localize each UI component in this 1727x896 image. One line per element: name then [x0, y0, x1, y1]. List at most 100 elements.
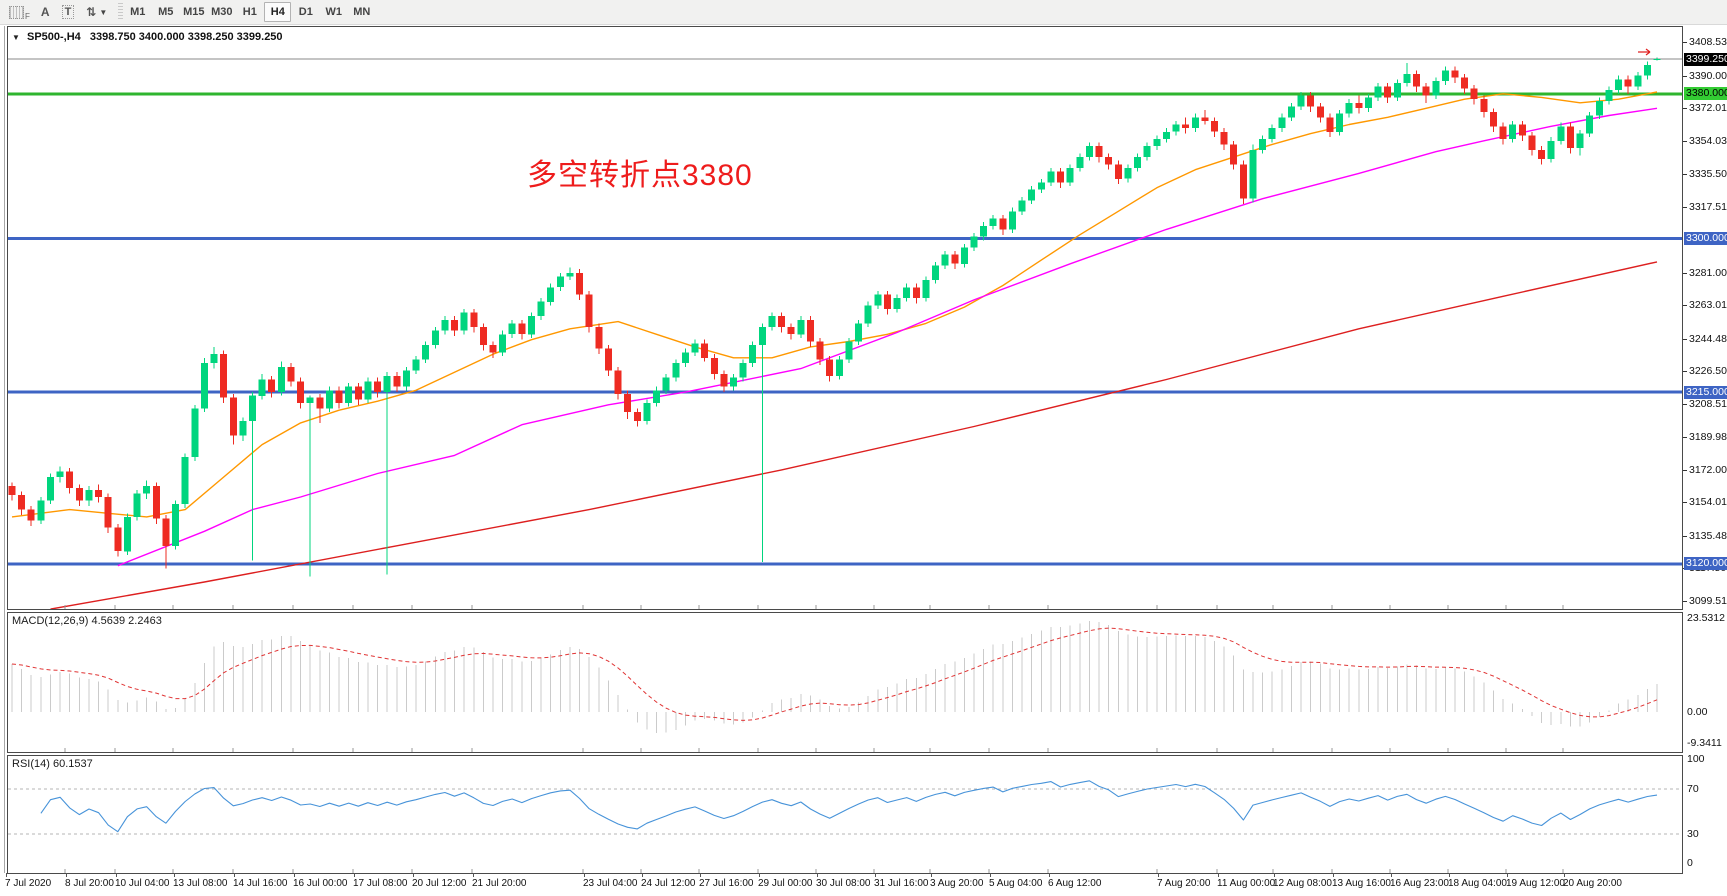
date-tick [174, 873, 175, 877]
timeframe-H4[interactable]: H4 [264, 2, 292, 22]
candlestick-chart[interactable] [8, 27, 1682, 609]
date-axis-label: 20 Aug 20:00 [1563, 878, 1622, 889]
indicator-axis-label: 30 [1687, 828, 1699, 840]
current-price-box: 3399.250 [1684, 53, 1727, 66]
date-axis-label: 12 Aug 08:00 [1273, 878, 1332, 889]
main-chart-panel[interactable] [7, 26, 1683, 610]
rsi-chart[interactable] [8, 756, 1682, 873]
text-label-button[interactable]: A [40, 5, 50, 19]
date-axis-label: 16 Aug 23:00 [1390, 878, 1449, 889]
toolbar: F A T ⇅ ▼ M1 M5 M15 M30 H1 H4 D1 W1 MN [0, 0, 1727, 25]
macd-indicator-label: MACD(12,26,9) 4.5639 2.2463 [12, 615, 162, 627]
price-axis-label: 3335.500 [1689, 168, 1727, 180]
date-tick [294, 873, 295, 877]
date-axis-label: 23 Jul 04:00 [583, 878, 638, 889]
timeframe-M5[interactable]: M5 [158, 6, 174, 18]
date-axis-label: 10 Jul 04:00 [115, 878, 170, 889]
macd-chart[interactable] [8, 613, 1682, 752]
price-axis-label: 3244.485 [1689, 333, 1727, 345]
price-axis-label: 3208.515 [1689, 398, 1727, 410]
price-axis-label: 3317.515 [1689, 201, 1727, 213]
chart-window-edge [4, 26, 5, 873]
timeframe-M1[interactable]: M1 [130, 6, 146, 18]
price-axis-label: 3354.030 [1689, 135, 1727, 147]
macd-panel[interactable] [7, 612, 1683, 753]
price-tick [1683, 141, 1687, 142]
symbol-dropdown-icon[interactable]: ▼ [12, 33, 20, 42]
timeframe-M30[interactable]: M30 [211, 6, 233, 18]
rsi-panel[interactable] [7, 755, 1683, 874]
chart-ohlc-label: 3398.750 3400.000 3398.250 3399.250 [89, 31, 283, 43]
date-axis-label: 6 Aug 12:00 [1048, 878, 1102, 889]
date-tick [1333, 873, 1334, 877]
date-axis-label: 11 Aug 00:00 [1217, 878, 1276, 889]
grid-f-button[interactable]: F [6, 2, 32, 22]
chart-title: ▼ SP500-,H4 3398.750 3400.000 3398.250 3… [12, 31, 283, 43]
indicator-axis-label: 0 [1687, 857, 1693, 869]
date-axis-label: 21 Jul 20:00 [472, 878, 527, 889]
date-tick [1449, 873, 1450, 877]
date-tick [354, 873, 355, 877]
date-tick [1507, 873, 1508, 877]
level-price-box: 3215.000 [1684, 386, 1727, 399]
timeframe-W1[interactable]: W1 [325, 6, 343, 18]
timeframe-group: M1 M5 M15 M30 H1 H4 D1 W1 MN [123, 2, 375, 22]
text-box-icon: T [61, 5, 75, 19]
date-axis-label: 14 Jul 16:00 [233, 878, 288, 889]
level-price-box: 3380.000 [1684, 87, 1727, 100]
date-axis-label: 3 Aug 20:00 [930, 878, 984, 889]
indicator-axis-label: 0.00 [1687, 706, 1708, 718]
date-tick [413, 873, 414, 877]
price-axis-label: 3390.000 [1689, 70, 1727, 82]
cursor-arrows-button[interactable]: ⇅ ▼ [83, 2, 110, 22]
price-axis-label: 3135.485 [1689, 530, 1727, 542]
price-axis-label: 3154.015 [1689, 496, 1727, 508]
timeframe-D1[interactable]: D1 [298, 6, 313, 18]
date-tick [584, 873, 585, 877]
price-tick [1683, 305, 1687, 306]
date-axis-label: 7 Aug 20:00 [1157, 878, 1211, 889]
price-tick [1683, 404, 1687, 405]
price-tick [1683, 536, 1687, 537]
price-axis-label: 3226.500 [1689, 365, 1727, 377]
level-price-box: 3120.000 [1684, 557, 1727, 570]
grid-f-icon [9, 5, 24, 19]
price-axis-label: 3263.015 [1689, 299, 1727, 311]
date-tick [1218, 873, 1219, 877]
price-tick [1683, 174, 1687, 175]
timeframe-MN[interactable]: MN [353, 6, 371, 18]
date-axis-label: 19 Aug 12:00 [1506, 878, 1565, 889]
price-axis-label: 3372.015 [1689, 102, 1727, 114]
date-tick [759, 873, 760, 877]
price-tick [1683, 108, 1687, 109]
indicator-axis-label: 23.5312 [1687, 612, 1725, 624]
date-axis-label: 31 Jul 16:00 [874, 878, 929, 889]
price-tick [1683, 470, 1687, 471]
price-axis-label: 3172.000 [1689, 464, 1727, 476]
date-tick [990, 873, 991, 877]
date-tick [1391, 873, 1392, 877]
timeframe-H1[interactable]: H1 [242, 6, 257, 18]
price-tick [1683, 76, 1687, 77]
date-axis-label: 13 Jul 08:00 [173, 878, 228, 889]
date-tick [1564, 873, 1565, 877]
date-axis-label: 17 Jul 08:00 [353, 878, 408, 889]
indicator-axis-label: 100 [1687, 753, 1705, 765]
text-box-button[interactable]: T [59, 2, 78, 22]
price-tick [1683, 273, 1687, 274]
date-axis-label: 20 Jul 12:00 [412, 878, 467, 889]
date-tick [6, 873, 7, 877]
price-annotation-text[interactable]: 多空转折点3380 [527, 159, 753, 192]
date-axis-label: 5 Aug 04:00 [989, 878, 1043, 889]
date-tick [700, 873, 701, 877]
chart-symbol-label: SP500-,H4 [26, 31, 81, 43]
indicator-axis-label: -9.3411 [1687, 737, 1722, 749]
price-tick [1683, 339, 1687, 340]
rsi-indicator-label: RSI(14) 60.1537 [12, 758, 93, 770]
date-axis-label: 16 Jul 00:00 [293, 878, 348, 889]
date-axis[interactable]: 7 Jul 2020 8 Jul 20:00 10 Jul 04:00 13 Jul … [0, 873, 1727, 896]
date-tick [642, 873, 643, 877]
date-tick [1049, 873, 1050, 877]
timeframe-M15[interactable]: M15 [183, 6, 205, 18]
date-axis-label: 18 Aug 04:00 [1448, 878, 1507, 889]
